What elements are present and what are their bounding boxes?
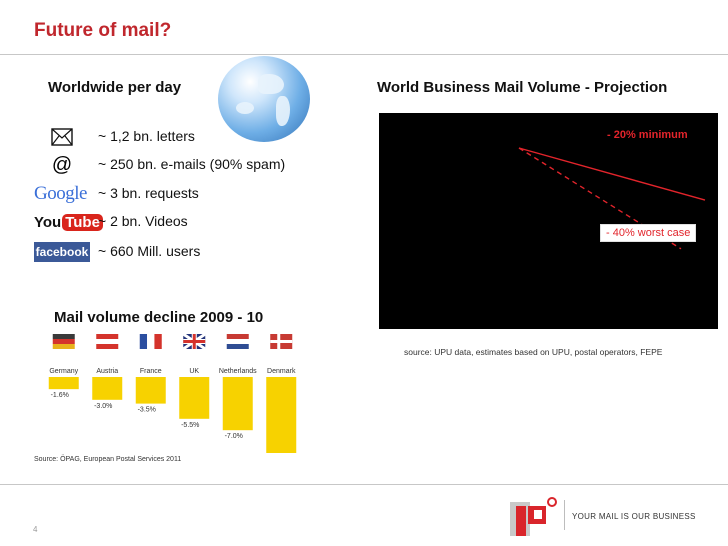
bar-value-label: -3.0% [94,403,112,410]
at-sign-icon: @ [51,153,73,176]
flag-austria-stripe [96,339,119,344]
google-logo: Google [34,182,90,206]
facebook-logo-text: facebook [34,242,90,262]
globe-image [218,56,310,142]
bar-netherlands [222,377,253,431]
projection-heading: World Business Mail Volume - Projection [377,79,668,96]
google-logo-text: Google [34,183,87,204]
footer-divider [0,484,728,485]
globe-land-shape [276,96,290,126]
projection-worst-case-label: - 40% worst case [600,224,697,242]
globe-land-shape [258,74,284,94]
projection-minimum-label: - 20% minimum [607,129,688,141]
bar-value-label: -7.0% [225,433,243,440]
flag-austria-stripe [96,344,119,349]
flag-france-stripe [147,334,155,349]
bar-austria [92,377,123,400]
youtube-logo: You Tube [34,210,103,234]
bar-category-label: Netherlands [219,368,257,375]
bar-category-label: Austria [96,368,118,375]
flag-uk-cross-red [183,340,206,343]
projection-minimum-line [518,147,706,201]
bar-germany [48,377,79,390]
stat-emails-text: ~ 250 bn. e-mails (90% spam) [98,156,286,172]
globe-land-shape [236,102,254,114]
decline-bar-chart: Germany -1.6% Austria -3.0% France -3.5% UK -5.… [48,332,297,453]
facebook-logo: facebook [34,240,90,264]
bar-denmark [266,377,297,453]
stat-row-facebook: facebook ~ 660 Mill. users [34,240,364,266]
stat-row-google: Google ~ 3 bn. requests [34,182,364,208]
bar-france [135,377,166,404]
flag-france-stripe [139,334,148,349]
stat-google-text: ~ 3 bn. requests [98,185,199,201]
slide-title: Future of mail? [34,20,172,41]
projection-chart-panel [379,113,718,329]
flag-netherlands-stripe [226,334,249,339]
bar-uk [179,377,210,419]
projection-worst-case-line [518,147,682,250]
stat-row-emails: @ ~ 250 bn. e-mails (90% spam) [34,153,364,179]
decline-source: Source: ÖPAG, European Postal Services 2… [34,456,182,463]
projection-chart-svg [518,147,706,250]
decline-heading: Mail volume decline 2009 - 10 [54,309,264,326]
flag-netherlands-stripe [226,339,249,344]
bar-category-label: Denmark [267,368,296,375]
bar-value-label: -5.5% [181,422,199,429]
page-number: 4 [33,525,38,534]
bar-value-label: -3.5% [138,407,156,414]
flag-germany-stripe [52,339,75,344]
stat-youtube-text: ~ 2 bn. Videos [98,213,188,229]
flag-denmark-cross [270,340,293,343]
bar-value-label: -1.6% [51,392,69,399]
envelope-icon [34,125,90,149]
worldwide-heading: Worldwide per day [48,79,182,96]
stat-row-youtube: You Tube ~ 2 bn. Videos [34,210,364,236]
stat-row-letters: ~ 1,2 bn. letters [34,125,364,151]
fp-logo [510,496,558,536]
title-divider [0,54,728,55]
flag-france-stripe [154,334,162,349]
stat-facebook-text: ~ 660 Mill. users [98,243,201,259]
stat-letters-text: ~ 1,2 bn. letters [98,128,195,144]
flag-netherlands-stripe [226,344,249,349]
footer-logo-separator [564,500,565,530]
youtube-logo-you: You [34,213,62,231]
flag-germany-stripe [52,334,75,339]
youtube-logo-tube: Tube [62,213,103,231]
flag-austria-stripe [96,334,119,339]
projection-source: source: UPU data, estimates based on UPU… [404,347,663,357]
bar-category-label: UK [189,368,199,375]
bar-category-label: Germany [49,368,78,375]
flag-germany-stripe [52,344,75,349]
bar-category-label: France [140,368,162,375]
footer-tagline: YOUR MAIL IS OUR BUSINESS [572,512,696,521]
